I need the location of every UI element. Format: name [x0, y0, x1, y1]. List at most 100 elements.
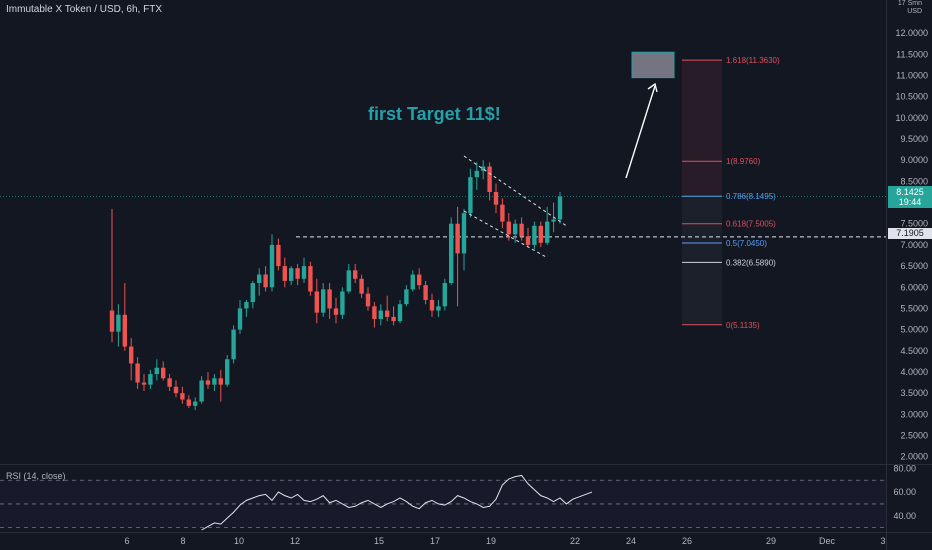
y-tick-label: 11.5000 — [896, 49, 928, 59]
candle-body — [493, 191, 499, 205]
candle-body — [154, 367, 159, 375]
fib-label-0.5: 0.5(7.0450) — [726, 239, 767, 248]
current-price-tag: 8.1425 19:44 — [888, 186, 932, 208]
candle-body — [449, 223, 454, 284]
candle-body — [346, 270, 351, 292]
x-tick-label: 26 — [682, 536, 692, 546]
candle-body — [129, 346, 134, 364]
y-tick-label: 8.5000 — [900, 176, 928, 186]
y-tick-label: 5.5000 — [900, 303, 928, 313]
fib-label-1.618: 1.618(11.3630) — [726, 56, 780, 65]
candle-body — [551, 219, 556, 222]
x-tick-label: 3 — [880, 536, 885, 546]
candle-body — [135, 363, 140, 383]
x-tick-label: 10 — [234, 536, 244, 546]
candle-body — [109, 310, 115, 332]
bar-countdown: 19:44 — [898, 197, 922, 207]
x-tick-label: 15 — [374, 536, 384, 546]
candle-body — [385, 310, 390, 317]
rsi-line — [201, 474, 593, 531]
candle-body — [359, 278, 364, 294]
y-tick-label: 11.0000 — [896, 71, 928, 81]
fib-label-1: 1(8.9760) — [726, 157, 761, 166]
candle-body — [199, 380, 204, 402]
candle-body — [333, 308, 339, 315]
x-tick-label: 19 — [486, 536, 496, 546]
candle-body — [481, 166, 486, 171]
x-tick-label: 12 — [290, 536, 300, 546]
candle-body — [487, 166, 492, 192]
candle-body — [257, 274, 262, 284]
x-tick-label: 6 — [124, 536, 129, 546]
y-tick-label: 2.5000 — [900, 430, 928, 440]
current-price-value: 8.1425 — [896, 187, 924, 197]
candle-body — [372, 306, 377, 320]
wedge-lower-line — [463, 210, 548, 259]
candle-body — [327, 289, 332, 309]
axis-unit-line2: USD — [907, 8, 922, 15]
candle-body — [538, 225, 543, 243]
fib-label-0.618: 0.618(7.5005) — [726, 220, 776, 229]
candle-body — [513, 223, 518, 235]
y-tick-label: 7.5000 — [900, 219, 928, 229]
y-tick-label: 4.0000 — [900, 367, 928, 377]
y-tick-label: 2.0000 — [900, 452, 928, 462]
candle-body — [225, 359, 230, 385]
rsi-label: RSI (14, close) — [6, 471, 66, 481]
candle-body — [474, 170, 479, 178]
x-tick-label: 17 — [430, 536, 440, 546]
fib-label-0.786: 0.786(8.1495) — [726, 192, 776, 201]
candle-body — [308, 266, 313, 292]
candle-body — [404, 289, 409, 305]
fib-zone-upper — [682, 60, 722, 197]
chart-title: Immutable X Token / USD, 6h, FTX — [6, 4, 162, 15]
x-tick-label: 8 — [180, 536, 185, 546]
fib-zone-lower — [682, 196, 722, 325]
target-annotation: first Target 11$! — [368, 104, 501, 124]
y-tick-label: 5.0000 — [900, 325, 928, 335]
candle-body — [397, 304, 403, 322]
fib-label-0: 0(5.1135) — [726, 321, 760, 330]
candle-body — [442, 283, 447, 307]
rsi-tick-label: 60.00 — [893, 487, 916, 497]
y-tick-label: 12.0000 — [895, 28, 928, 38]
candle-body — [295, 268, 300, 279]
candle-body — [141, 382, 147, 385]
candle-body — [532, 225, 537, 245]
candle-body — [218, 378, 223, 385]
y-tick-label: 10.5000 — [895, 92, 928, 102]
target-arrow-head — [647, 82, 658, 93]
candle-body — [436, 306, 441, 311]
candle-body — [269, 244, 275, 288]
candle-body — [378, 310, 383, 320]
candle-body — [468, 177, 473, 214]
x-tick-label: 24 — [626, 536, 636, 546]
y-tick-label: 10.0000 — [895, 113, 928, 123]
candle-body — [282, 266, 287, 281]
candle-body — [244, 302, 249, 309]
candle-body — [173, 386, 179, 394]
candle-body — [122, 314, 127, 347]
y-tick-label: 9.0000 — [900, 155, 928, 165]
candle-body — [263, 274, 268, 288]
axis-unit-line1: 17 Smn — [897, 0, 922, 7]
candle-body — [429, 299, 435, 311]
candle-body — [186, 399, 191, 406]
x-tick-label: 29 — [766, 536, 776, 546]
candle-body — [231, 329, 236, 360]
candle-body — [212, 378, 217, 385]
candle-body — [289, 268, 294, 281]
candle-body — [417, 274, 422, 286]
dashed-level-tag: 7.1905 — [888, 228, 932, 239]
candle-body — [180, 393, 185, 400]
candle-body — [557, 196, 563, 220]
candle-body — [116, 314, 121, 332]
axis-unit-label: 17 Smn USD — [898, 0, 922, 16]
candle-body — [525, 236, 531, 245]
y-tick-label: 7.0000 — [900, 240, 928, 250]
candle-body — [276, 244, 281, 267]
fib-label-0.382: 0.382(6.5890) — [726, 258, 776, 267]
candle-body — [500, 204, 505, 222]
target-arrow-line — [625, 85, 656, 179]
